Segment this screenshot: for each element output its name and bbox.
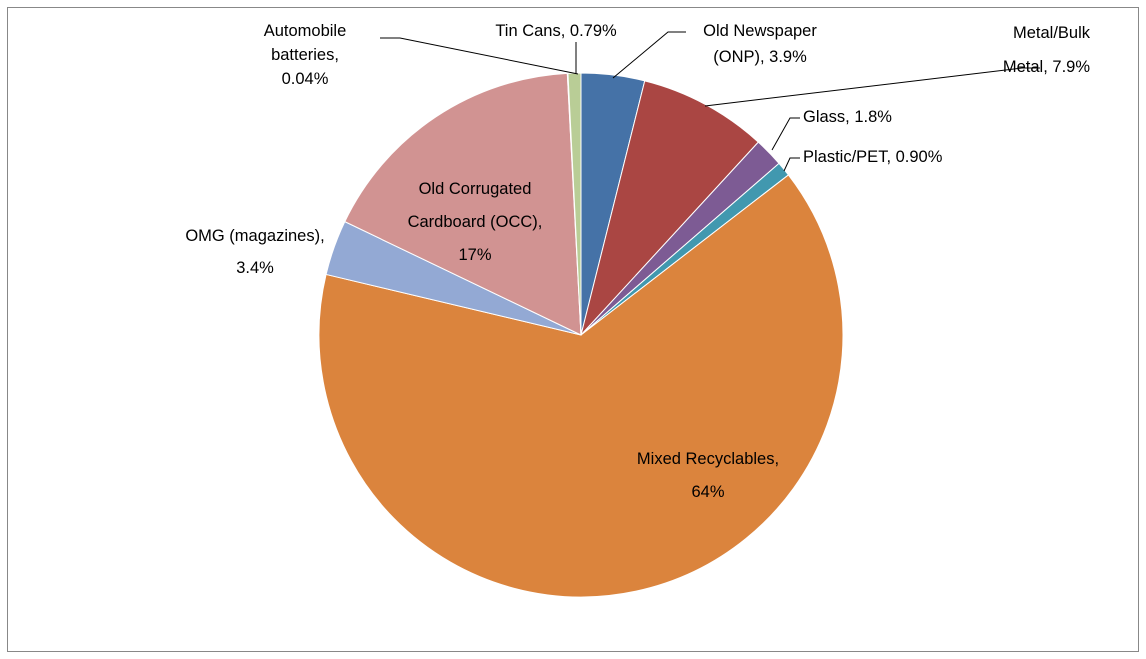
pie-slice	[580, 80, 760, 336]
data-label-line: Mixed Recyclables,	[637, 450, 779, 468]
data-label: OMG (magazines), 3.4%	[185, 227, 324, 277]
pie	[318, 72, 844, 598]
data-label-line: Automobile	[264, 22, 347, 40]
data-label: Mixed Recyclables, 64%	[637, 450, 779, 501]
data-label-line: Glass, 1.8%	[803, 108, 892, 126]
data-label-line: (ONP), 3.9%	[713, 48, 807, 66]
data-label-line: batteries,	[271, 46, 339, 64]
data-label-line: 0.04%	[282, 70, 329, 88]
data-label-line: Old Newspaper	[703, 22, 817, 40]
data-label-line: Metal/Bulk	[1013, 24, 1091, 42]
pie-slice	[318, 174, 844, 598]
data-label-line: Plastic/PET, 0.90%	[803, 148, 943, 166]
data-label: Automobile batteries, 0.04%	[264, 22, 347, 88]
data-label-line: Cardboard (OCC),	[408, 213, 543, 231]
data-label-line: 64%	[691, 483, 724, 501]
leader-line	[612, 31, 686, 79]
data-label-line: Tin Cans, 0.79%	[495, 22, 617, 40]
data-label: Tin Cans, 0.79%	[495, 22, 617, 40]
data-label-line: Old Corrugated	[419, 180, 532, 198]
leader-line	[783, 157, 800, 172]
leader-line	[380, 37, 579, 75]
data-label-line: 3.4%	[236, 259, 274, 277]
leader-line	[771, 117, 800, 151]
data-label: Glass, 1.8%	[803, 108, 892, 126]
data-label: Plastic/PET, 0.90%	[803, 148, 943, 166]
pie-slice	[344, 72, 582, 336]
leader-lines	[380, 31, 1040, 172]
data-label-line: OMG (magazines),	[185, 227, 324, 245]
data-label: Metal/Bulk Metal, 7.9%	[1003, 24, 1091, 76]
data-label-line: 17%	[458, 246, 491, 264]
data-label-line: Metal, 7.9%	[1003, 58, 1090, 76]
leader-line	[704, 67, 1040, 107]
data-label: Old Newspaper (ONP), 3.9%	[703, 22, 817, 66]
data-label: Old Corrugated Cardboard (OCC), 17%	[408, 180, 543, 264]
